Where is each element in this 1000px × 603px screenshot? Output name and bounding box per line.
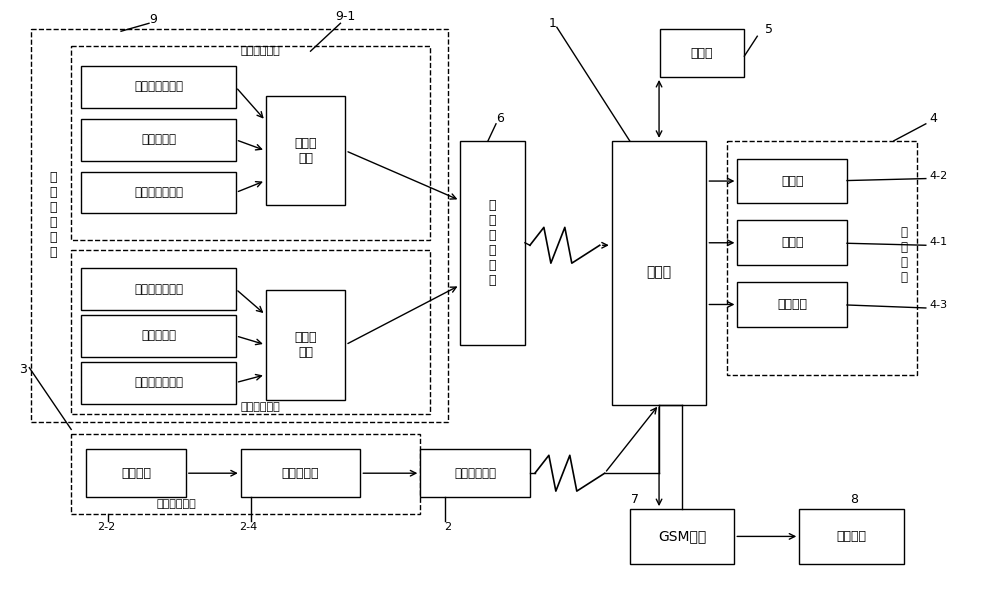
Bar [737, 282, 847, 327]
Text: GSM模块: GSM模块 [658, 529, 706, 543]
Text: 节点检测单元: 节点检测单元 [241, 403, 281, 412]
Bar [460, 140, 525, 345]
Text: 2-4: 2-4 [240, 522, 258, 532]
Text: 氧气浓度传感器: 氧气浓度传感器 [134, 376, 183, 389]
Text: 节点控
制器: 节点控 制器 [294, 137, 317, 165]
Bar [86, 449, 186, 497]
Text: 显示屏: 显示屏 [781, 236, 803, 249]
Text: 8: 8 [850, 493, 858, 505]
Text: 9: 9 [149, 13, 157, 26]
Text: 语音模块: 语音模块 [777, 298, 807, 311]
Text: 气
体
检
测
单
元: 气 体 检 测 单 元 [49, 171, 57, 259]
Text: 上位机: 上位机 [691, 46, 713, 60]
Bar [71, 250, 430, 414]
Bar [31, 30, 448, 423]
Bar [81, 362, 236, 403]
Text: 报
警
单
元: 报 警 单 元 [900, 226, 907, 284]
Text: 单片机: 单片机 [646, 266, 672, 280]
Bar [420, 449, 530, 497]
Text: 一氧化碳传感器: 一氧化碳传感器 [134, 80, 183, 93]
Bar [266, 290, 345, 400]
Bar [71, 46, 430, 240]
Bar [241, 449, 360, 497]
Text: 1: 1 [549, 17, 557, 30]
Text: 渗水探头: 渗水探头 [121, 467, 151, 480]
Text: 氧气浓度传感器: 氧气浓度传感器 [134, 186, 183, 199]
Text: 甲烷传感器: 甲烷传感器 [141, 133, 176, 147]
Bar [737, 220, 847, 265]
Text: 4: 4 [930, 112, 938, 125]
Bar [81, 315, 236, 357]
Bar [737, 159, 847, 203]
Text: 水分检测单元: 水分检测单元 [156, 499, 196, 509]
Bar [81, 119, 236, 160]
Text: 一氧化碳传感器: 一氧化碳传感器 [134, 283, 183, 295]
Text: 节点检测单元: 节点检测单元 [241, 46, 281, 56]
Text: 4-2: 4-2 [930, 171, 948, 180]
Text: 甲烷传感器: 甲烷传感器 [141, 329, 176, 343]
Text: 4-1: 4-1 [930, 237, 948, 247]
Text: 7: 7 [631, 493, 639, 505]
Text: 数据采集盒: 数据采集盒 [282, 467, 319, 480]
Text: 2: 2 [445, 522, 452, 532]
Text: 4-3: 4-3 [930, 300, 948, 310]
Bar [612, 140, 706, 405]
Text: 9-1: 9-1 [335, 10, 356, 23]
Bar [799, 509, 904, 564]
Text: 节点控
制器: 节点控 制器 [294, 331, 317, 359]
Bar [727, 140, 917, 374]
Bar [630, 509, 734, 564]
Bar [71, 434, 420, 514]
Text: 2-2: 2-2 [97, 522, 115, 532]
Text: 蜂鸣器: 蜂鸣器 [781, 174, 803, 188]
Text: 3: 3 [19, 363, 27, 376]
Text: 5: 5 [765, 23, 773, 36]
Bar [81, 66, 236, 108]
Text: 无
线
通
讯
模
块: 无 线 通 讯 模 块 [489, 199, 496, 287]
Text: 无线通讯模块: 无线通讯模块 [454, 467, 496, 480]
Bar [660, 30, 744, 77]
Text: 移动终端: 移动终端 [837, 530, 867, 543]
Text: 6: 6 [496, 112, 504, 125]
Bar [81, 268, 236, 310]
Bar [266, 96, 345, 206]
Bar [81, 172, 236, 213]
